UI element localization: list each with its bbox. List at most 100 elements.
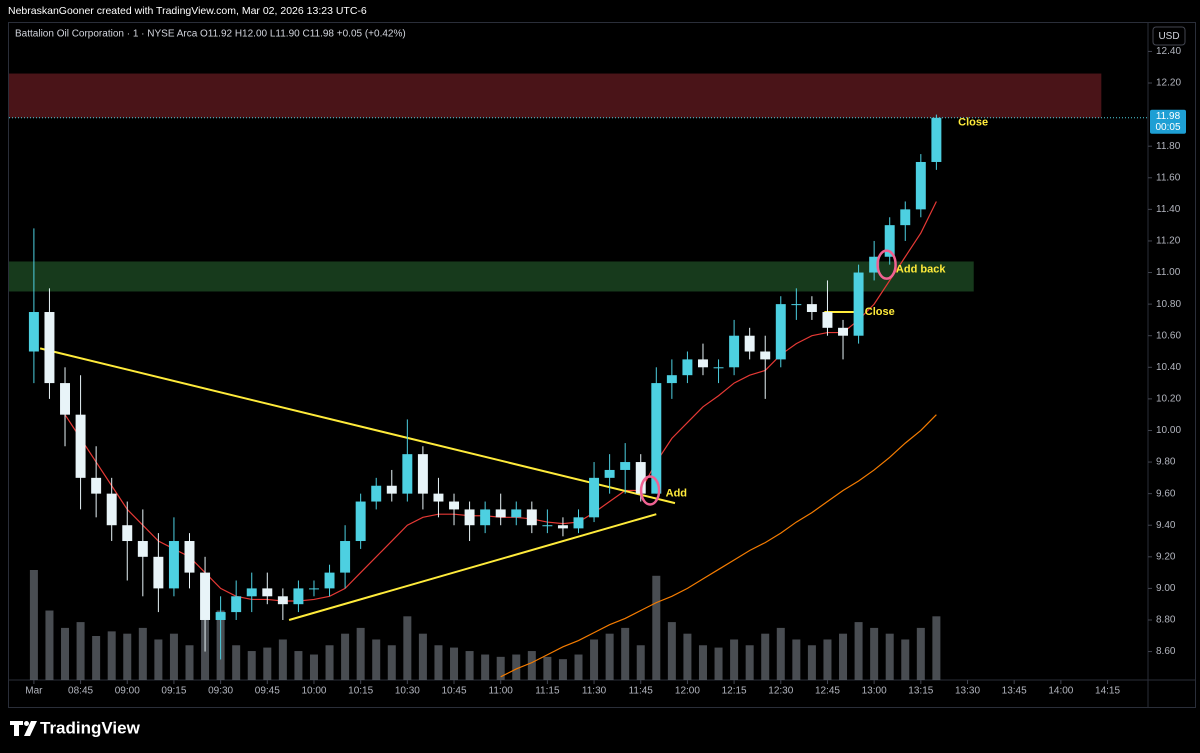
candle-body [324, 572, 335, 589]
candle-body [231, 596, 242, 613]
candle-body [806, 304, 817, 313]
y-tick-label: 12.40 [1156, 46, 1181, 57]
candle-body [620, 462, 631, 470]
volume-bar [403, 616, 412, 680]
x-tick-label: 12:00 [675, 686, 700, 697]
volume-bar [776, 627, 785, 680]
volume-bar [792, 639, 801, 680]
candle-body [308, 588, 319, 590]
candle-body [573, 517, 584, 529]
ohlc-label: O11.92 H12.00 L11.90 C11.98 +0.05 (+0.42… [200, 29, 406, 40]
volume-bar [496, 656, 505, 680]
x-tick-label: 14:00 [1048, 686, 1073, 697]
volume-bar [232, 645, 241, 680]
highlight-circle [639, 475, 661, 506]
x-tick-label: 13:00 [862, 686, 887, 697]
currency-label[interactable]: USD [1158, 31, 1179, 42]
highlight-circle [876, 249, 897, 280]
volume-bar [683, 633, 692, 680]
volume-bar [92, 636, 101, 680]
last-price-box [1150, 109, 1186, 134]
candle-body [853, 272, 864, 336]
candle-body [557, 525, 568, 529]
x-tick-label: 13:45 [1002, 686, 1027, 697]
volume-bar [652, 575, 661, 680]
candle-body [931, 117, 942, 162]
x-tick-label: 11:30 [582, 686, 607, 697]
candle-body [60, 383, 70, 415]
volume-bar [839, 633, 848, 680]
x-tick-label: 10:00 [301, 686, 326, 697]
volume-bar [636, 645, 645, 680]
x-tick-label: Mar [25, 686, 43, 697]
volume-bar [543, 656, 552, 680]
volume-bar [730, 639, 739, 680]
candle-body [713, 367, 724, 369]
annotation: Close [958, 116, 988, 128]
volume-bar [247, 651, 256, 680]
candle-body [75, 414, 86, 478]
volume-bar [698, 645, 707, 680]
volume-bar [294, 651, 303, 680]
volume-bar [185, 645, 194, 680]
volume-bar [61, 627, 70, 680]
x-tick-label: 14:15 [1095, 686, 1120, 697]
currency-button[interactable] [1152, 26, 1186, 46]
candle-body [760, 351, 771, 360]
candle-body [775, 304, 786, 360]
y-tick-label: 11.40 [1156, 204, 1181, 215]
x-tick-label: 10:15 [348, 686, 373, 697]
volume-bar [481, 654, 490, 680]
candle-body [433, 493, 444, 502]
x-tick-label: 12:45 [815, 686, 840, 697]
y-tick-label: 9.60 [1156, 488, 1176, 499]
annotation: Add [666, 488, 687, 500]
x-tick-label: 10:30 [395, 686, 420, 697]
symbol-label: Battalion Oil Corporation · 1 · NYSE Arc… [15, 29, 198, 40]
candle-body [371, 485, 382, 502]
volume-bar [932, 616, 941, 680]
volume-bar [434, 645, 443, 680]
candle-body [449, 501, 459, 510]
x-tick-label: 08:45 [68, 686, 93, 697]
volume-bar [138, 627, 147, 680]
y-tick-label: 8.60 [1156, 646, 1176, 657]
candle-body [153, 556, 164, 589]
candle-body [900, 209, 911, 226]
candle-body [91, 477, 102, 494]
candle-body [293, 588, 304, 605]
volume-bar [901, 639, 910, 680]
candle-body [511, 509, 522, 518]
annotation: Close [865, 306, 895, 318]
moving-average [500, 414, 937, 678]
candle-body [495, 509, 506, 518]
volume-bar [605, 633, 614, 680]
x-tick-label: 10:45 [442, 686, 467, 697]
volume-bar [854, 622, 863, 680]
y-tick-label: 10.80 [1156, 299, 1181, 310]
candle-body [791, 304, 802, 306]
volume-bar [667, 622, 676, 680]
x-tick-label: 09:30 [208, 686, 233, 697]
y-tick-label: 10.60 [1156, 330, 1181, 341]
y-tick-label: 11.00 [1156, 267, 1181, 278]
candle-body [915, 161, 926, 210]
candle-body [589, 477, 600, 518]
candle-body [402, 454, 413, 494]
volume-bar [527, 651, 536, 680]
volume-bar [418, 633, 427, 680]
volume-bar [823, 639, 832, 680]
y-tick-label: 9.00 [1156, 583, 1176, 594]
volume-bar [621, 627, 630, 680]
zone [9, 73, 1102, 118]
candle-body [44, 312, 55, 384]
candle-body [122, 525, 133, 542]
volume-bar [29, 570, 38, 680]
candle-body [184, 541, 195, 573]
volume-bar [558, 659, 567, 680]
y-tick-label: 11.20 [1156, 236, 1181, 247]
volume-bar [263, 647, 272, 680]
candle-body [651, 383, 662, 494]
volume-bar [169, 633, 178, 680]
